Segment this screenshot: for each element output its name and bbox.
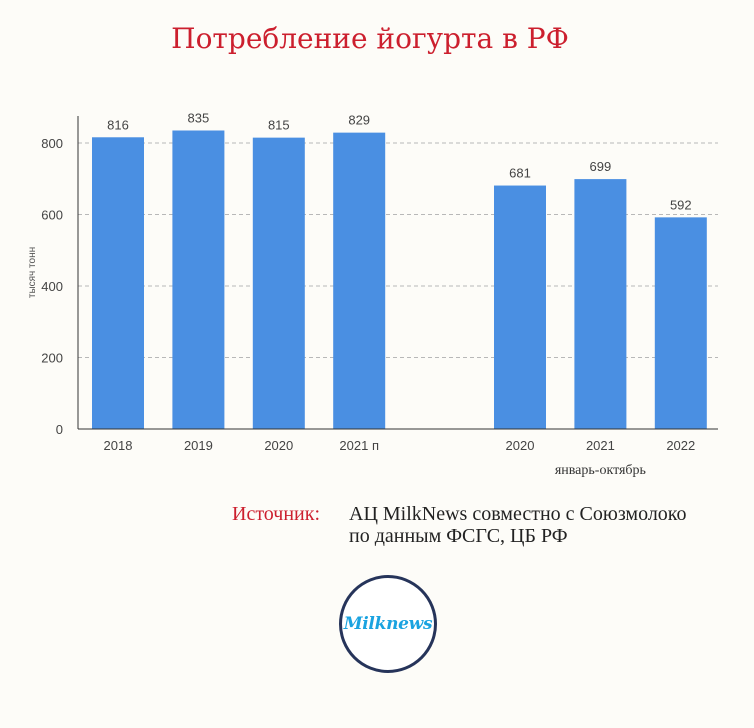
milknews-logo: Milknews — [339, 575, 437, 673]
bar — [654, 217, 707, 429]
y-tick-label: 200 — [41, 351, 63, 366]
data-label: 835 — [188, 110, 210, 125]
y-axis-label: тысяч тонн — [27, 247, 38, 298]
source-text: АЦ MilkNews совместно с Союзмолоко по да… — [349, 503, 687, 547]
bar — [252, 137, 305, 429]
data-label: 699 — [590, 159, 612, 174]
source-line-2: по данным ФСГС, ЦБ РФ — [349, 525, 568, 547]
y-tick-label: 0 — [56, 422, 63, 437]
x-tick-label: 2021 п — [339, 438, 379, 453]
data-label: 592 — [670, 197, 692, 212]
bar — [333, 132, 386, 429]
bar — [172, 130, 225, 430]
logo-text: Milknews — [343, 614, 433, 634]
bar — [494, 185, 546, 429]
axes — [77, 116, 718, 430]
labels: 0 200 400 600 800 тысяч тонн 816 2018 835 2019 815… — [27, 110, 695, 478]
source-line-1: АЦ MilkNews совместно с Союзмолоко — [349, 503, 687, 525]
x-tick-label: 2021 — [586, 438, 615, 453]
y-tick-label: 800 — [41, 136, 63, 151]
bar-chart: 0 200 400 600 800 тысяч тонн 816 2018 835 2019 815… — [27, 110, 718, 478]
x-tick-label: 2022 — [666, 438, 695, 453]
data-label: 816 — [107, 117, 129, 132]
x-tick-label: 2020 — [264, 438, 293, 453]
y-tick-label: 400 — [41, 279, 63, 294]
bar — [574, 179, 627, 429]
data-label: 681 — [509, 166, 531, 181]
x-tick-label: 2018 — [104, 438, 133, 453]
data-label: 815 — [268, 118, 290, 133]
source-label: Источник: — [232, 503, 321, 525]
group-label: январь-октябрь — [555, 463, 646, 478]
chart-title: Потребление йогурта в РФ — [171, 22, 569, 55]
y-tick-label: 600 — [41, 208, 63, 223]
x-tick-label: 2019 — [184, 438, 213, 453]
bar — [92, 137, 144, 429]
x-tick-label: 2020 — [506, 438, 535, 453]
data-label: 829 — [348, 113, 370, 128]
bars — [92, 130, 707, 430]
